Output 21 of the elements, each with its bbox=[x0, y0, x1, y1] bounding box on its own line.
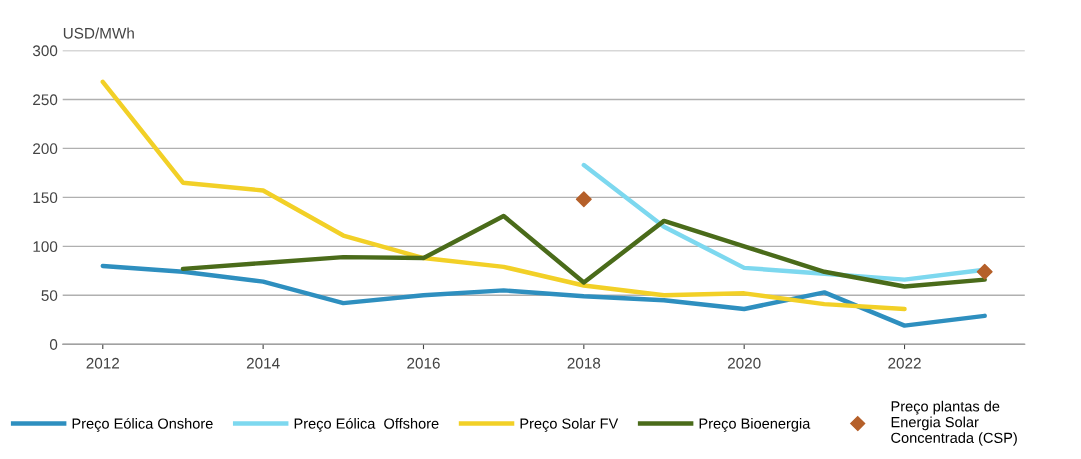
legend-label: Preço Solar FV bbox=[520, 418, 619, 432]
legend-label: Preço Eólica Offshore bbox=[294, 417, 439, 432]
x-tick-label: 2018 bbox=[567, 357, 601, 369]
x-tick-label: 2020 bbox=[727, 357, 761, 369]
line-series bbox=[100, 263, 987, 328]
x-tick-label: 2022 bbox=[888, 357, 921, 369]
y-tick-label: 0 bbox=[49, 339, 58, 350]
y-tick-label: 300 bbox=[32, 45, 58, 57]
y-axis-title: USD/MWh bbox=[63, 27, 134, 39]
x-tick-label: 2014 bbox=[246, 357, 280, 369]
y-tick-label: 150 bbox=[33, 192, 58, 204]
legend-label: Preço Bioenergia bbox=[699, 418, 811, 432]
x-tick-label: 2016 bbox=[407, 357, 440, 369]
y-tick-label: 100 bbox=[33, 241, 58, 253]
x-tick-label: 2012 bbox=[86, 357, 120, 369]
legend-label: Preço Eólica Onshore bbox=[72, 417, 213, 432]
legend-label: Preço plantas de Energia Solar Concentrada (CSP) bbox=[891, 400, 1017, 446]
y-tick-label: 200 bbox=[33, 143, 58, 155]
y-tick-label: 250 bbox=[33, 94, 58, 106]
line-series bbox=[100, 79, 907, 312]
y-tick-label: 50 bbox=[41, 290, 58, 301]
